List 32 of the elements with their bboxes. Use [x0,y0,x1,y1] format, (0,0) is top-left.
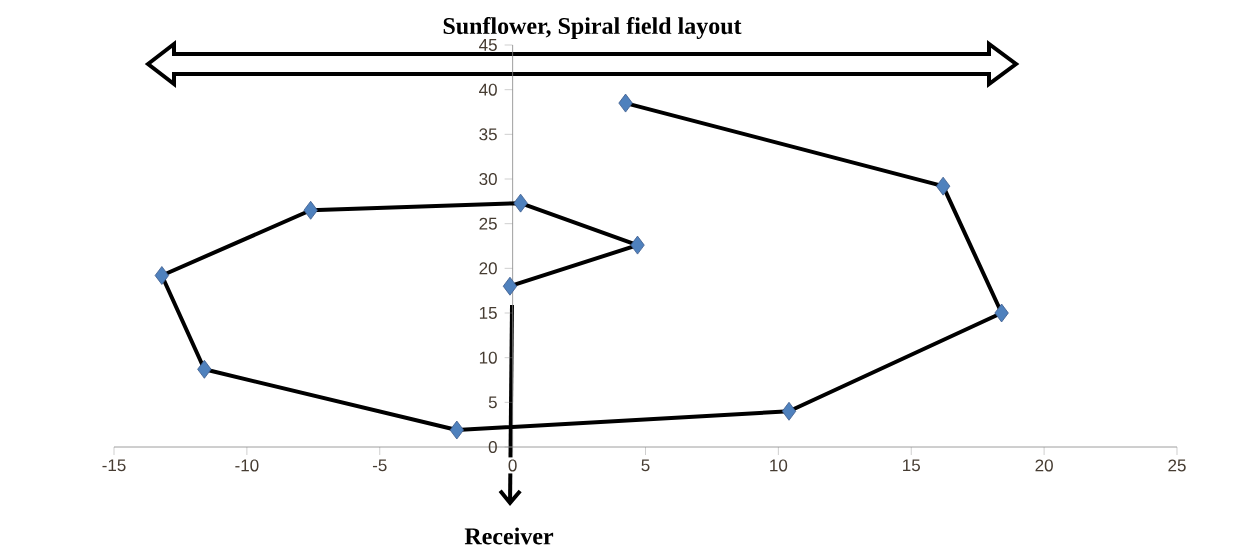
point [781,401,797,421]
y-tick-label: 30 [479,173,497,186]
x-tick-label: 20 [1035,459,1053,472]
y-tick-label: 45 [479,39,497,51]
point [630,235,645,255]
x-tick-label: 15 [903,459,920,472]
point [502,276,518,296]
point [618,93,633,113]
y-tick-label: 25 [479,217,497,230]
y-tick-label: 0 [488,441,497,454]
x-tick-label: -5 [372,459,387,472]
x-tick-label: -10 [235,459,259,472]
x-tick-label: 10 [770,459,788,472]
point [449,420,464,440]
y-tick-label: 10 [479,351,497,364]
y-tick-label: 40 [479,83,497,96]
point [303,200,318,220]
point [154,266,169,285]
y-tick-label: 35 [479,128,497,141]
y-tick-label: 5 [488,396,497,409]
x-tick-label: 25 [1168,459,1186,472]
chart-title: Sunflower, Spiral field layout [443,16,742,40]
point [994,303,1009,323]
point [935,176,951,196]
x-tick-label: -15 [102,459,126,472]
x-tick-label: 5 [641,459,650,472]
point [513,193,528,213]
text: Receiver [464,527,554,545]
x-tick-label: 0 [508,459,517,472]
y-tick-label: 15 [479,307,497,319]
y-tick-label: 20 [479,262,497,275]
point [197,359,212,379]
